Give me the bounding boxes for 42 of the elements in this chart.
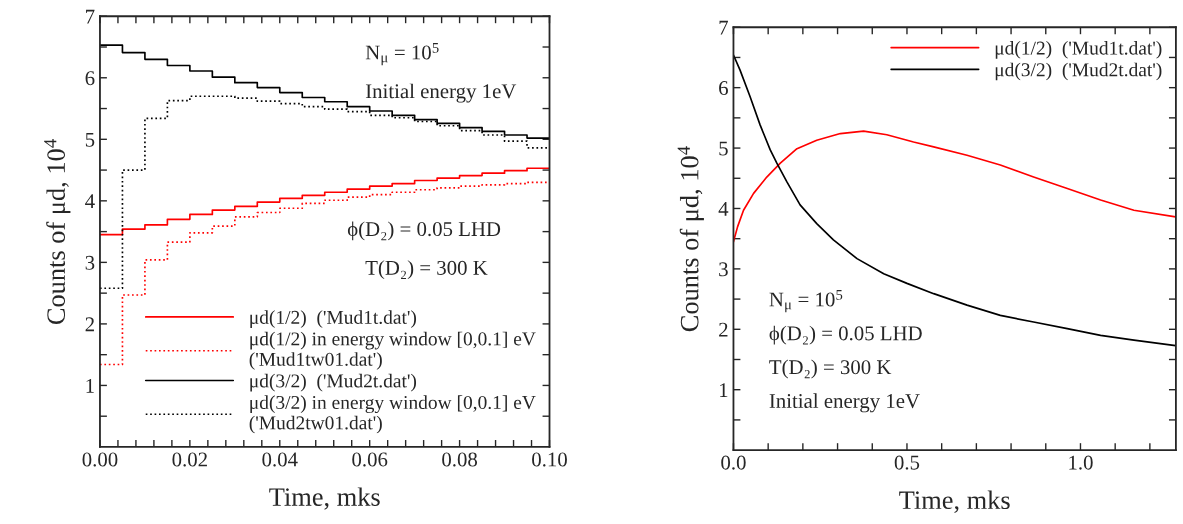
x-tick-label: 0.04 bbox=[262, 452, 298, 467]
annotation: N$_{μ}$ = 10$^{5}$ bbox=[769, 290, 843, 313]
y-tick-label: 7 bbox=[86, 9, 95, 24]
y-tick-label: 5 bbox=[719, 141, 728, 156]
legend-label: μd(3/2) in energy window [0,0.1] eV ('Mud2tw01.dat') bbox=[249, 395, 536, 434]
annotation: Initial energy 1eV bbox=[365, 83, 517, 103]
x-tick-label: 0.0 bbox=[721, 455, 746, 470]
y-tick-label: 5 bbox=[85, 132, 95, 147]
legend-label: μd(3/2) ('Mud2t.dat') bbox=[250, 373, 417, 392]
y-tick-label: 1 bbox=[86, 378, 94, 393]
y-axis-title: Counts of μd, 10$^{4}$ bbox=[44, 139, 71, 325]
annotation: Initial energy 1eV bbox=[769, 393, 920, 413]
line-series bbox=[733, 130, 1176, 243]
x-axis-title: Time, mks bbox=[269, 487, 380, 510]
y-axis-title: Counts of μd, 10$^{4}$ bbox=[677, 146, 704, 332]
y-tick-label: 1 bbox=[720, 383, 728, 397]
y-tick-label: 2 bbox=[719, 322, 728, 337]
y-tick-label: 6 bbox=[85, 71, 95, 86]
x-tick-label: 0.02 bbox=[172, 452, 207, 467]
x-tick-label: 1.0 bbox=[1069, 455, 1093, 470]
legend-label: μd(1/2) ('Mud1t.dat') bbox=[995, 40, 1162, 59]
y-tick-label: 4 bbox=[85, 194, 95, 209]
annotation: T(D₂) = 300 K bbox=[769, 359, 892, 379]
legend-label: μd(1/2) in energy window [0,0.1] eV ('Mud1tw01.dat') bbox=[249, 331, 536, 370]
x-tick-label: 0.5 bbox=[894, 455, 920, 470]
y-tick-label: 3 bbox=[719, 262, 728, 277]
annotation: ϕ(D₂) = 0.05 LHD bbox=[347, 221, 501, 241]
y-tick-label: 3 bbox=[85, 255, 95, 270]
legend-label: μd(3/2) ('Mud2t.dat') bbox=[995, 62, 1162, 81]
annotation: ϕ(D₂) = 0.05 LHD bbox=[769, 325, 922, 345]
x-tick-label: 0.00 bbox=[82, 452, 118, 467]
x-tick-label: 0.10 bbox=[532, 452, 567, 467]
y-tick-label: 6 bbox=[719, 81, 728, 96]
y-tick-label: 4 bbox=[718, 201, 729, 216]
y-tick-label: 2 bbox=[85, 317, 94, 332]
x-tick-label: 0.06 bbox=[352, 452, 388, 467]
legend-label: μd(1/2) ('Mud1t.dat') bbox=[250, 310, 417, 328]
x-axis-title: Time, mks bbox=[899, 490, 1010, 513]
x-tick-label: 0.08 bbox=[442, 452, 478, 467]
annotation: T(D₂) = 300 K bbox=[365, 260, 488, 280]
y-tick-label: 7 bbox=[719, 20, 728, 35]
annotation: N$_{μ}$ = 10$^{5}$ bbox=[365, 43, 439, 66]
